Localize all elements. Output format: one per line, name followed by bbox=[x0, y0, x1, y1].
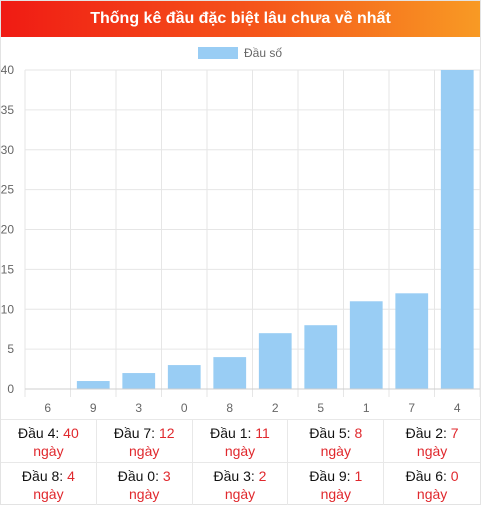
bar bbox=[440, 70, 474, 389]
y-tick-label: 15 bbox=[1, 262, 14, 276]
stat-label: Đầu 2: bbox=[405, 425, 447, 441]
stat-cell: Đầu 7: 12 ngày bbox=[96, 419, 193, 462]
stat-value: 2 bbox=[258, 468, 267, 484]
x-tick-label: 9 bbox=[90, 401, 97, 415]
y-tick-label: 35 bbox=[1, 103, 14, 117]
bar bbox=[76, 381, 110, 389]
stat-label: Đầu 0: bbox=[117, 468, 159, 484]
stat-label: Đầu 6: bbox=[405, 468, 447, 484]
stat-value: 11 bbox=[255, 425, 270, 441]
stat-cell: Đầu 3: 2 ngày bbox=[192, 462, 289, 505]
bar bbox=[349, 301, 383, 389]
stat-label: Đầu 4: bbox=[18, 425, 60, 441]
x-tick-label: 2 bbox=[272, 401, 279, 415]
x-tick-label: 0 bbox=[181, 401, 188, 415]
x-tick-label: 7 bbox=[408, 401, 415, 415]
stat-cell: Đầu 6: 0 ngày bbox=[384, 462, 480, 505]
stat-value: 0 bbox=[450, 468, 459, 484]
stat-value: 8 bbox=[354, 425, 363, 441]
stat-cell: Đầu 5: 8 ngày bbox=[288, 419, 385, 462]
legend-swatch bbox=[198, 47, 238, 59]
stat-unit: ngày bbox=[224, 443, 256, 459]
stat-unit: ngày bbox=[320, 443, 351, 459]
stat-cell: Đầu 8: 4 ngày bbox=[1, 462, 97, 505]
y-tick-label: 5 bbox=[7, 342, 14, 356]
x-tick-label: 1 bbox=[363, 401, 370, 415]
x-tick-label: 3 bbox=[135, 401, 142, 415]
x-tick-label: 8 bbox=[226, 401, 233, 415]
stat-value: 4 bbox=[67, 468, 75, 484]
x-tick-label: 5 bbox=[317, 401, 324, 415]
stat-unit: ngày bbox=[320, 486, 351, 502]
stat-value: 3 bbox=[162, 468, 171, 484]
stat-unit: ngày bbox=[129, 486, 160, 502]
stat-unit: ngày bbox=[33, 486, 64, 502]
stat-cell: Đầu 2: 7 ngày bbox=[384, 419, 480, 462]
stat-label: Đầu 8: bbox=[21, 468, 64, 484]
stat-cell: Đầu 1: 11 ngày bbox=[192, 419, 289, 462]
stat-value: 1 bbox=[354, 468, 363, 484]
bar bbox=[258, 333, 292, 389]
stat-value: 7 bbox=[450, 425, 459, 441]
stat-unit: ngày bbox=[416, 486, 448, 502]
stat-label: Đầu 5: bbox=[309, 425, 351, 441]
stat-unit: ngày bbox=[129, 443, 160, 459]
legend-label: Đầu số bbox=[244, 46, 282, 60]
y-tick-label: 0 bbox=[7, 382, 14, 396]
x-tick-label: 4 bbox=[454, 401, 461, 415]
stat-value: 12 bbox=[158, 425, 175, 441]
bar bbox=[395, 293, 429, 389]
bar bbox=[304, 325, 338, 389]
stat-label: Đầu 9: bbox=[309, 468, 351, 484]
y-tick-label: 30 bbox=[1, 143, 14, 157]
bar bbox=[122, 373, 156, 389]
y-tick-label: 10 bbox=[1, 302, 14, 316]
stat-unit: ngày bbox=[224, 486, 256, 502]
stat-unit: ngày bbox=[416, 443, 448, 459]
stat-label: Đầu 3: bbox=[213, 468, 255, 484]
y-tick-label: 25 bbox=[1, 183, 14, 197]
stat-value: 40 bbox=[63, 425, 79, 441]
stat-unit: ngày bbox=[33, 443, 64, 459]
y-tick-label: 20 bbox=[1, 223, 14, 237]
stats-table: Đầu 4: 40 ngày Đầu 7: 12 ngày Đầu 1: 11 ngà… bbox=[1, 419, 480, 505]
y-tick-label: 40 bbox=[1, 63, 14, 77]
stat-cell: Đầu 0: 3 ngày bbox=[96, 462, 193, 505]
panel-title: Thống kê đầu đặc biệt lâu chưa về nhất bbox=[1, 1, 480, 37]
stat-cell: Đầu 4: 40 ngày bbox=[1, 419, 97, 462]
bar bbox=[213, 357, 247, 389]
x-tick-label: 6 bbox=[44, 401, 51, 415]
stat-label: Đầu 7: bbox=[113, 425, 156, 441]
stat-label: Đầu 1: bbox=[210, 425, 252, 441]
bar bbox=[167, 365, 201, 389]
stat-cell: Đầu 9: 1 ngày bbox=[288, 462, 385, 505]
